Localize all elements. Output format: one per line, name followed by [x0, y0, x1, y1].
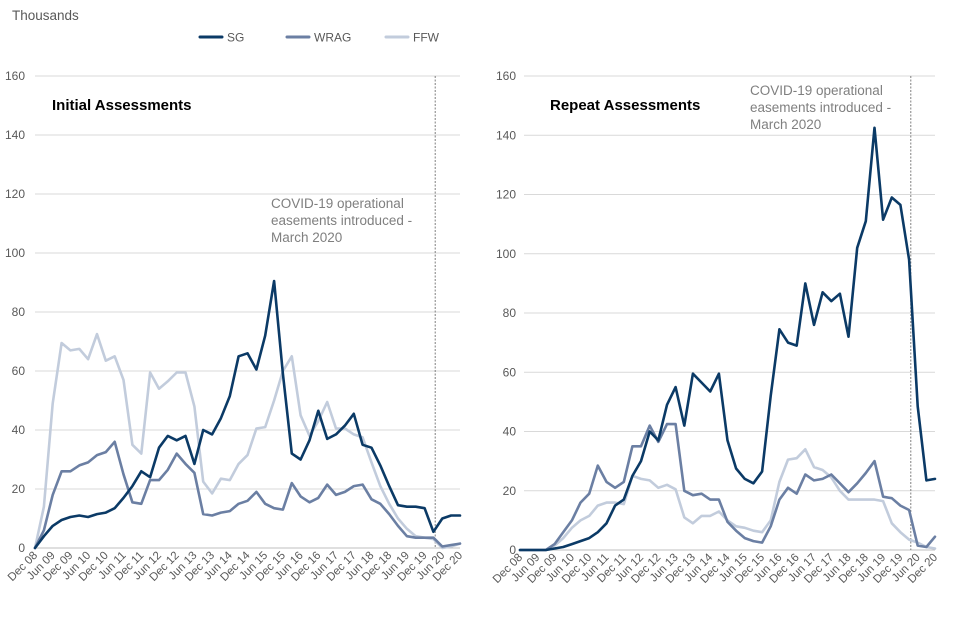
y-tick-label-0: 0 — [18, 541, 25, 555]
y-tick-label-20: 20 — [12, 482, 26, 496]
series-line-sg — [33, 279, 462, 550]
series-line-wrag — [33, 440, 462, 550]
y-tick-label-40: 40 — [12, 423, 26, 437]
y-tick-label-0: 0 — [509, 543, 516, 557]
legend-label-sg: SG — [227, 31, 244, 45]
legend-label-wrag: WRAG — [314, 31, 351, 45]
series-line-sg — [518, 126, 937, 552]
covid-annotation-line-2: easements introduced - — [271, 213, 412, 228]
y-tick-label-120: 120 — [496, 188, 516, 202]
y-tick-label-20: 20 — [503, 484, 517, 498]
y-tick-label-80: 80 — [503, 306, 517, 320]
legend: SG WRAG FFW — [198, 31, 440, 45]
y-tick-label-140: 140 — [5, 128, 25, 142]
y-tick-label-100: 100 — [5, 246, 25, 260]
y-tick-label-120: 120 — [5, 187, 25, 201]
y-tick-label-80: 80 — [12, 305, 26, 319]
y-tick-label-140: 140 — [496, 128, 516, 142]
covid-annotation-line-3: March 2020 — [750, 117, 821, 132]
y-tick-label-160: 160 — [5, 69, 25, 83]
covid-annotation-line-3: March 2020 — [271, 230, 342, 245]
legend-label-ffw: FFW — [413, 31, 440, 45]
y-unit-label: Thousands — [12, 8, 79, 23]
panel-title: Initial Assessments — [52, 97, 192, 114]
series-line-ffw — [33, 332, 462, 550]
y-tick-label-100: 100 — [496, 247, 516, 261]
panel-title: Repeat Assessments — [550, 97, 700, 114]
y-tick-label-40: 40 — [503, 425, 517, 439]
y-tick-label-60: 60 — [503, 365, 517, 379]
y-tick-label-60: 60 — [12, 364, 26, 378]
series-line-wrag — [518, 422, 937, 552]
covid-annotation-line-2: easements introduced - — [750, 100, 891, 115]
covid-annotation-line-1: COVID-19 operational — [750, 83, 883, 98]
y-tick-label-160: 160 — [496, 69, 516, 83]
covid-annotation-line-1: COVID-19 operational — [271, 196, 404, 211]
